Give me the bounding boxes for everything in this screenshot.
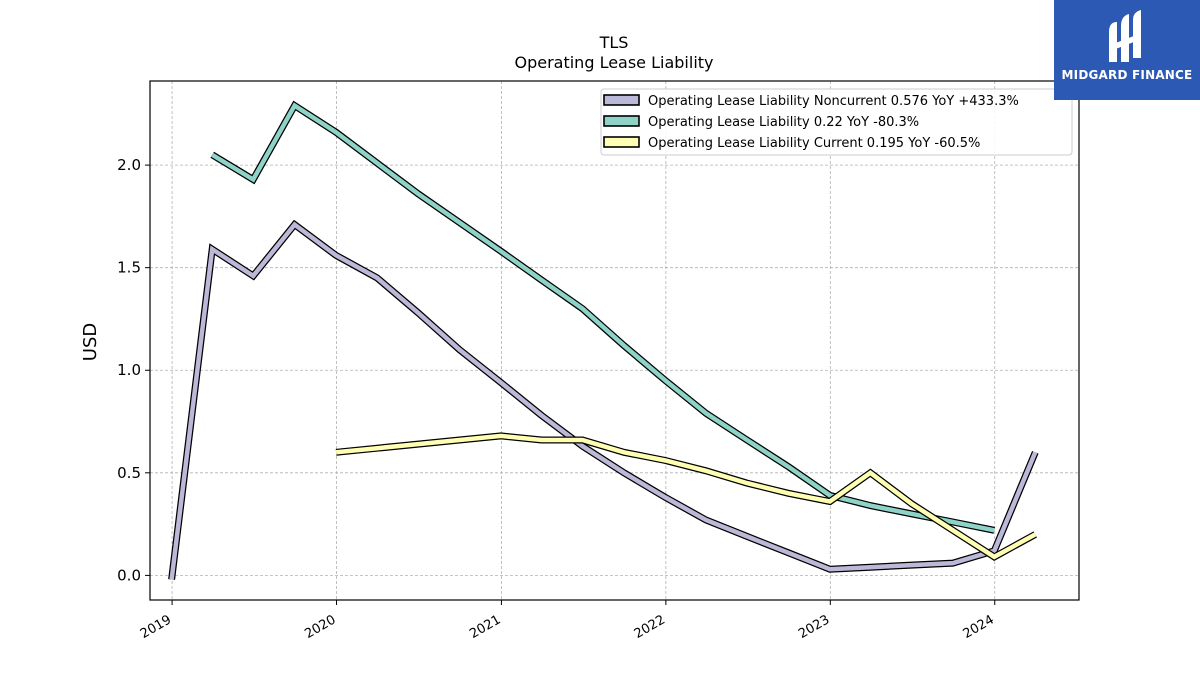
series-line-outline: [168, 219, 1039, 580]
x-tick-label: 2021: [467, 612, 503, 642]
x-tick-label: 2019: [138, 612, 174, 642]
brand-logo: MIDGARD FINANCE: [1054, 0, 1200, 100]
legend-swatch: [603, 94, 640, 106]
midgard-logo-icon: [1109, 10, 1141, 62]
y-tick-label: 2.0: [117, 156, 141, 174]
legend-swatch: [603, 136, 640, 148]
grid-lines: [150, 81, 1079, 600]
x-tick-label: 2024: [961, 612, 997, 642]
y-tick-label: 1.0: [117, 361, 141, 379]
x-tick-label: 2022: [632, 612, 668, 642]
series-line-outline: [210, 100, 995, 534]
legend: Operating Lease Liability Noncurrent 0.5…: [600, 88, 1073, 156]
legend-box: [600, 88, 1073, 156]
y-axis-label: USD: [80, 323, 101, 361]
y-tick-label: 0.0: [117, 566, 141, 584]
series-line: [335, 433, 1037, 560]
legend-label: Operating Lease Liability 0.22 YoY -80.3…: [648, 115, 919, 130]
x-tick-label: 2023: [796, 612, 832, 642]
series-layer: [168, 100, 1039, 580]
x-tick-label: 2020: [302, 612, 338, 642]
plot-area: [149, 80, 1080, 601]
chart-title: TLS: [599, 33, 629, 52]
legend-label: Operating Lease Liability Noncurrent 0.5…: [648, 94, 1019, 109]
series-1: [168, 219, 1039, 580]
series-3: [335, 432, 1037, 561]
y-tick-label: 1.5: [117, 259, 141, 277]
series-line-outline: [335, 432, 1037, 561]
series-line: [169, 221, 1038, 580]
series-line: [211, 102, 995, 533]
axis-ticks: 2019 2020 2021 2022 2023 2024 0.0 0.5 1.0 1.5 2.0: [117, 156, 997, 642]
legend-label: Operating Lease Liability Current 0.195 …: [648, 136, 980, 151]
legend-swatch: [603, 115, 640, 127]
chart-subtitle: Operating Lease Liability: [514, 53, 713, 72]
series-2: [210, 100, 995, 534]
y-tick-label: 0.5: [117, 464, 141, 482]
logo-text: MIDGARD FINANCE: [1061, 68, 1193, 82]
